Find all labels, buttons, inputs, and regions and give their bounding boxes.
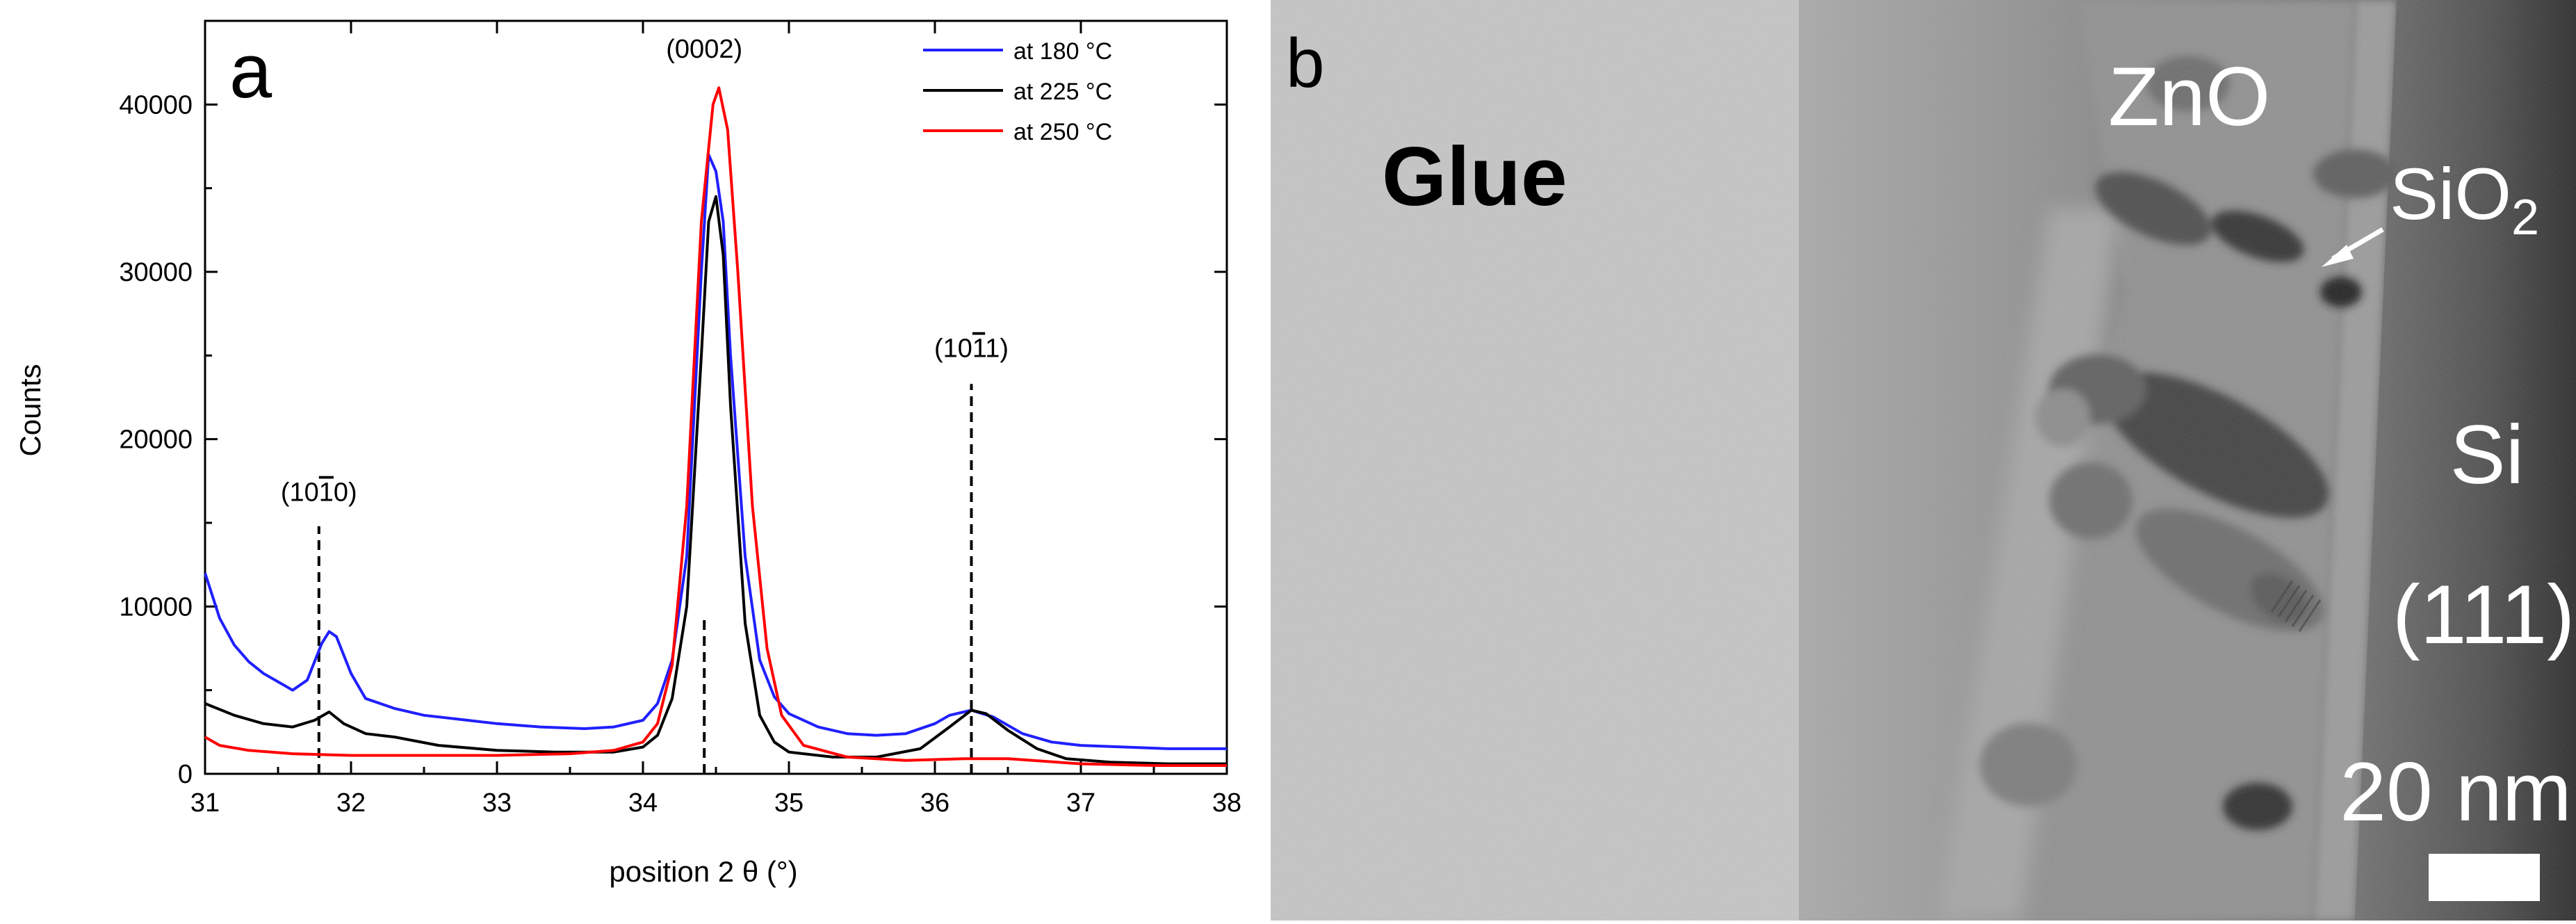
micrograph-noise [1271,0,2576,921]
x-axis-label: position 2 θ (°) [609,855,797,888]
peak-label: (1011) [934,334,1009,364]
series-line-3 [204,86,1227,767]
legend-label: at 225 °C [1013,79,1112,105]
x-tick-label: 38 [1212,788,1241,818]
y-tick-label: 10000 [119,592,193,622]
x-tick-label: 35 [774,788,804,818]
xrd-chart-panel: 31 32 33 34 35 36 37 38 0 10000 20000 30000 40000 (10… [0,0,1244,921]
tem-micrograph: b Glue ZnO SiO2 Si (111) 20 nm [1271,0,2576,921]
scale-bar-label: 20 nm [2340,745,2572,838]
sio2-label-subscript: 2 [2511,190,2539,245]
si-label: Si [2450,408,2525,501]
peak-label-suffix: 1) [985,334,1009,364]
legend-label: at 180 °C [1013,38,1112,65]
legend-label: at 250 °C [1013,119,1112,145]
sio2-label: SiO2 [2390,154,2539,245]
panel-label-b: b [1286,24,1325,102]
zno-label: ZnO [2108,50,2270,143]
series-line-2 [204,195,1227,765]
x-tick-label: 34 [628,788,658,818]
scale-bar [2429,854,2540,901]
si-orientation-label: (111) [2392,568,2575,661]
peak-label: (0002) [666,35,742,64]
sio2-label-base: SiO [2390,154,2511,235]
x-tick-label: 33 [482,788,512,818]
xrd-chart: 31 32 33 34 35 36 37 38 0 10000 20000 30000 40000 (10… [14,19,1241,888]
x-tick-label: 37 [1066,788,1095,818]
glue-label: Glue [1382,130,1567,223]
y-tick-label: 0 [178,760,193,789]
panel-label-a: a [229,29,272,114]
y-tick-label: 30000 [119,258,193,287]
y-axis-label: Counts [14,364,47,456]
x-tick-label: 36 [920,788,949,818]
x-tick-label: 32 [336,788,366,818]
peak-label: (1010) [281,478,357,508]
sio2-arrow [2322,227,2384,267]
peak-label-overbar-index: 1 [972,334,986,364]
peak-label-prefix: (10 [281,478,319,508]
peak-label-prefix: (0002) [666,35,742,64]
y-tick-label: 40000 [119,90,193,120]
series-line-1 [204,153,1227,750]
peak-label-prefix: (10 [934,334,972,364]
y-tick-label: 20000 [119,425,193,455]
peak-label-suffix: 0) [334,478,357,508]
peak-label-overbar-index: 1 [319,478,334,508]
x-tick-label: 31 [190,788,220,818]
tem-micrograph-panel: b Glue ZnO SiO2 Si (111) 20 nm [1271,0,2576,921]
